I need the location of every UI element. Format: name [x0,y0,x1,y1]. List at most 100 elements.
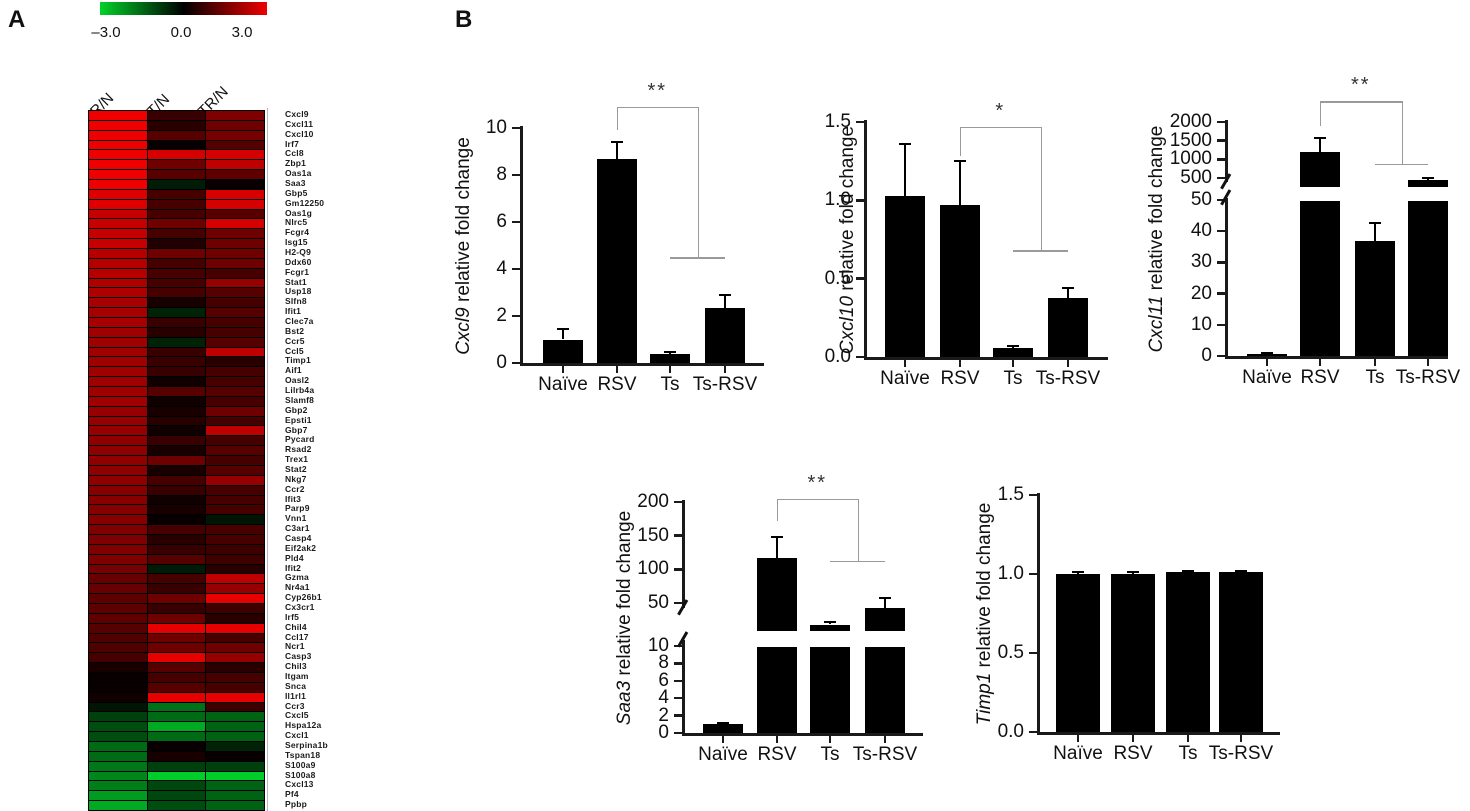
y-tick-label: 0.5 [997,642,1024,663]
heatmap-cell [89,416,147,426]
axis-break [1221,182,1232,198]
heatmap-cell [147,436,206,446]
gene-label: Pld4 [285,552,304,563]
heatmap-cell [147,623,206,633]
x-tick [1373,359,1377,366]
heatmap-cell [89,308,147,318]
gene-label: Vnn1 [285,513,307,524]
bar [865,608,905,733]
heatmap-cell [206,702,264,712]
ylabel-gene: Cxcl9 [453,306,474,355]
heatmap-cell [147,751,206,761]
y-axis-label-text: Cxcl10 relative fold change [837,125,859,353]
heatmap-cell [89,130,147,140]
heatmap-cell [147,189,206,199]
y-tick-label: 0.0 [997,721,1024,742]
heatmap-cell [206,525,264,534]
gene-label: Parp9 [285,503,310,514]
heatmap-cell [147,594,206,603]
heatmap-cell [206,318,264,327]
y-axis-label-text: Saa3 relative fold change [614,510,636,724]
sig-bracket-group [1013,250,1068,252]
y-tick-label: 1500 [1169,129,1212,151]
gene-label: Oasl2 [285,375,310,386]
x-tick [721,736,725,743]
heatmap-cell [89,367,147,377]
error-bar-line [829,622,831,625]
panel-a-label: A [8,6,26,33]
y-tick-label: 1.0 [997,563,1024,584]
heatmap-cell [147,515,206,525]
x-tick [723,366,727,373]
x-tick-label: Ts-RSV [1035,368,1101,389]
heatmap-cell [206,416,264,426]
heatmap-cell [89,663,147,672]
gene-label: Rsad2 [285,444,312,455]
y-axis-label-text: Timp1 relative fold change [974,502,996,725]
heatmap-cell [206,120,264,130]
heatmap-cell [147,150,206,160]
heatmap-cell [89,603,147,613]
heatmap-cell [147,377,206,387]
y-tick-label: 50 [1190,189,1212,210]
heatmap-cell [89,268,147,278]
gene-label: Fcgr1 [285,266,310,277]
heatmap-cell [147,298,206,308]
heatmap-cell [147,387,206,396]
heatmap-cell [89,732,147,741]
y-tick [856,355,865,359]
sig-bracket-left-tick [1320,101,1322,126]
gene-label: Gbp2 [285,404,308,415]
sig-bracket-vertical [857,498,859,561]
heatmap-cell [89,456,147,465]
y-tick [512,173,521,177]
y-tick-label: 4 [496,258,507,279]
heatmap-cell [89,544,147,554]
heatmap-cell [89,643,147,653]
heatmap-cell [206,781,264,791]
heatmap-cell [206,465,264,475]
heatmap-cell [147,485,206,495]
x-tick-label: Ts-RSV [852,744,918,765]
gene-label: Ccr2 [285,483,305,494]
heatmap-cell [206,189,264,199]
gene-label: Cxcl9 [285,109,309,119]
bar-break-gap [864,631,906,647]
y-tick-label: 200 [637,491,669,512]
heatmap-cell [206,801,264,810]
y-tick-label: 100 [637,558,669,580]
heatmap-cell [89,623,147,633]
heatmap-cell [206,603,264,613]
y-tick-label: 10 [647,635,669,656]
heatmap-cell [206,327,264,337]
heatmap-cell [147,771,206,781]
y-tick [1217,323,1226,327]
y-tick [674,696,683,700]
sig-bracket-group [1375,163,1428,166]
y-tick-label: 4 [658,687,669,709]
error-bar-cap [954,160,966,163]
heatmap-cell [147,603,206,613]
error-bar-cap [717,721,729,724]
gene-label: Pf4 [285,789,299,800]
error-bar-line [1319,138,1321,152]
heatmap-cell [89,672,147,682]
x-tick-label: RSV [757,744,797,765]
heatmap-cell [147,712,206,722]
heatmap-cell [89,377,147,387]
heatmap-cell [147,741,206,751]
y-axis-line [1225,120,1228,359]
heatmap-cell [206,574,264,584]
heatmap-cell [147,672,206,682]
heatmap-cell [89,278,147,288]
heatmap-cell [89,554,147,564]
bar [1056,574,1100,732]
heatmap-cell [147,722,206,732]
heatmap-cell [206,249,264,258]
heatmap-cell [206,199,264,209]
x-tick-label: RSV [940,368,980,389]
gene-label: Usp18 [285,286,312,297]
gene-label: Aif1 [285,365,302,376]
heatmap-cell [89,357,147,367]
error-bar-line [562,328,564,340]
